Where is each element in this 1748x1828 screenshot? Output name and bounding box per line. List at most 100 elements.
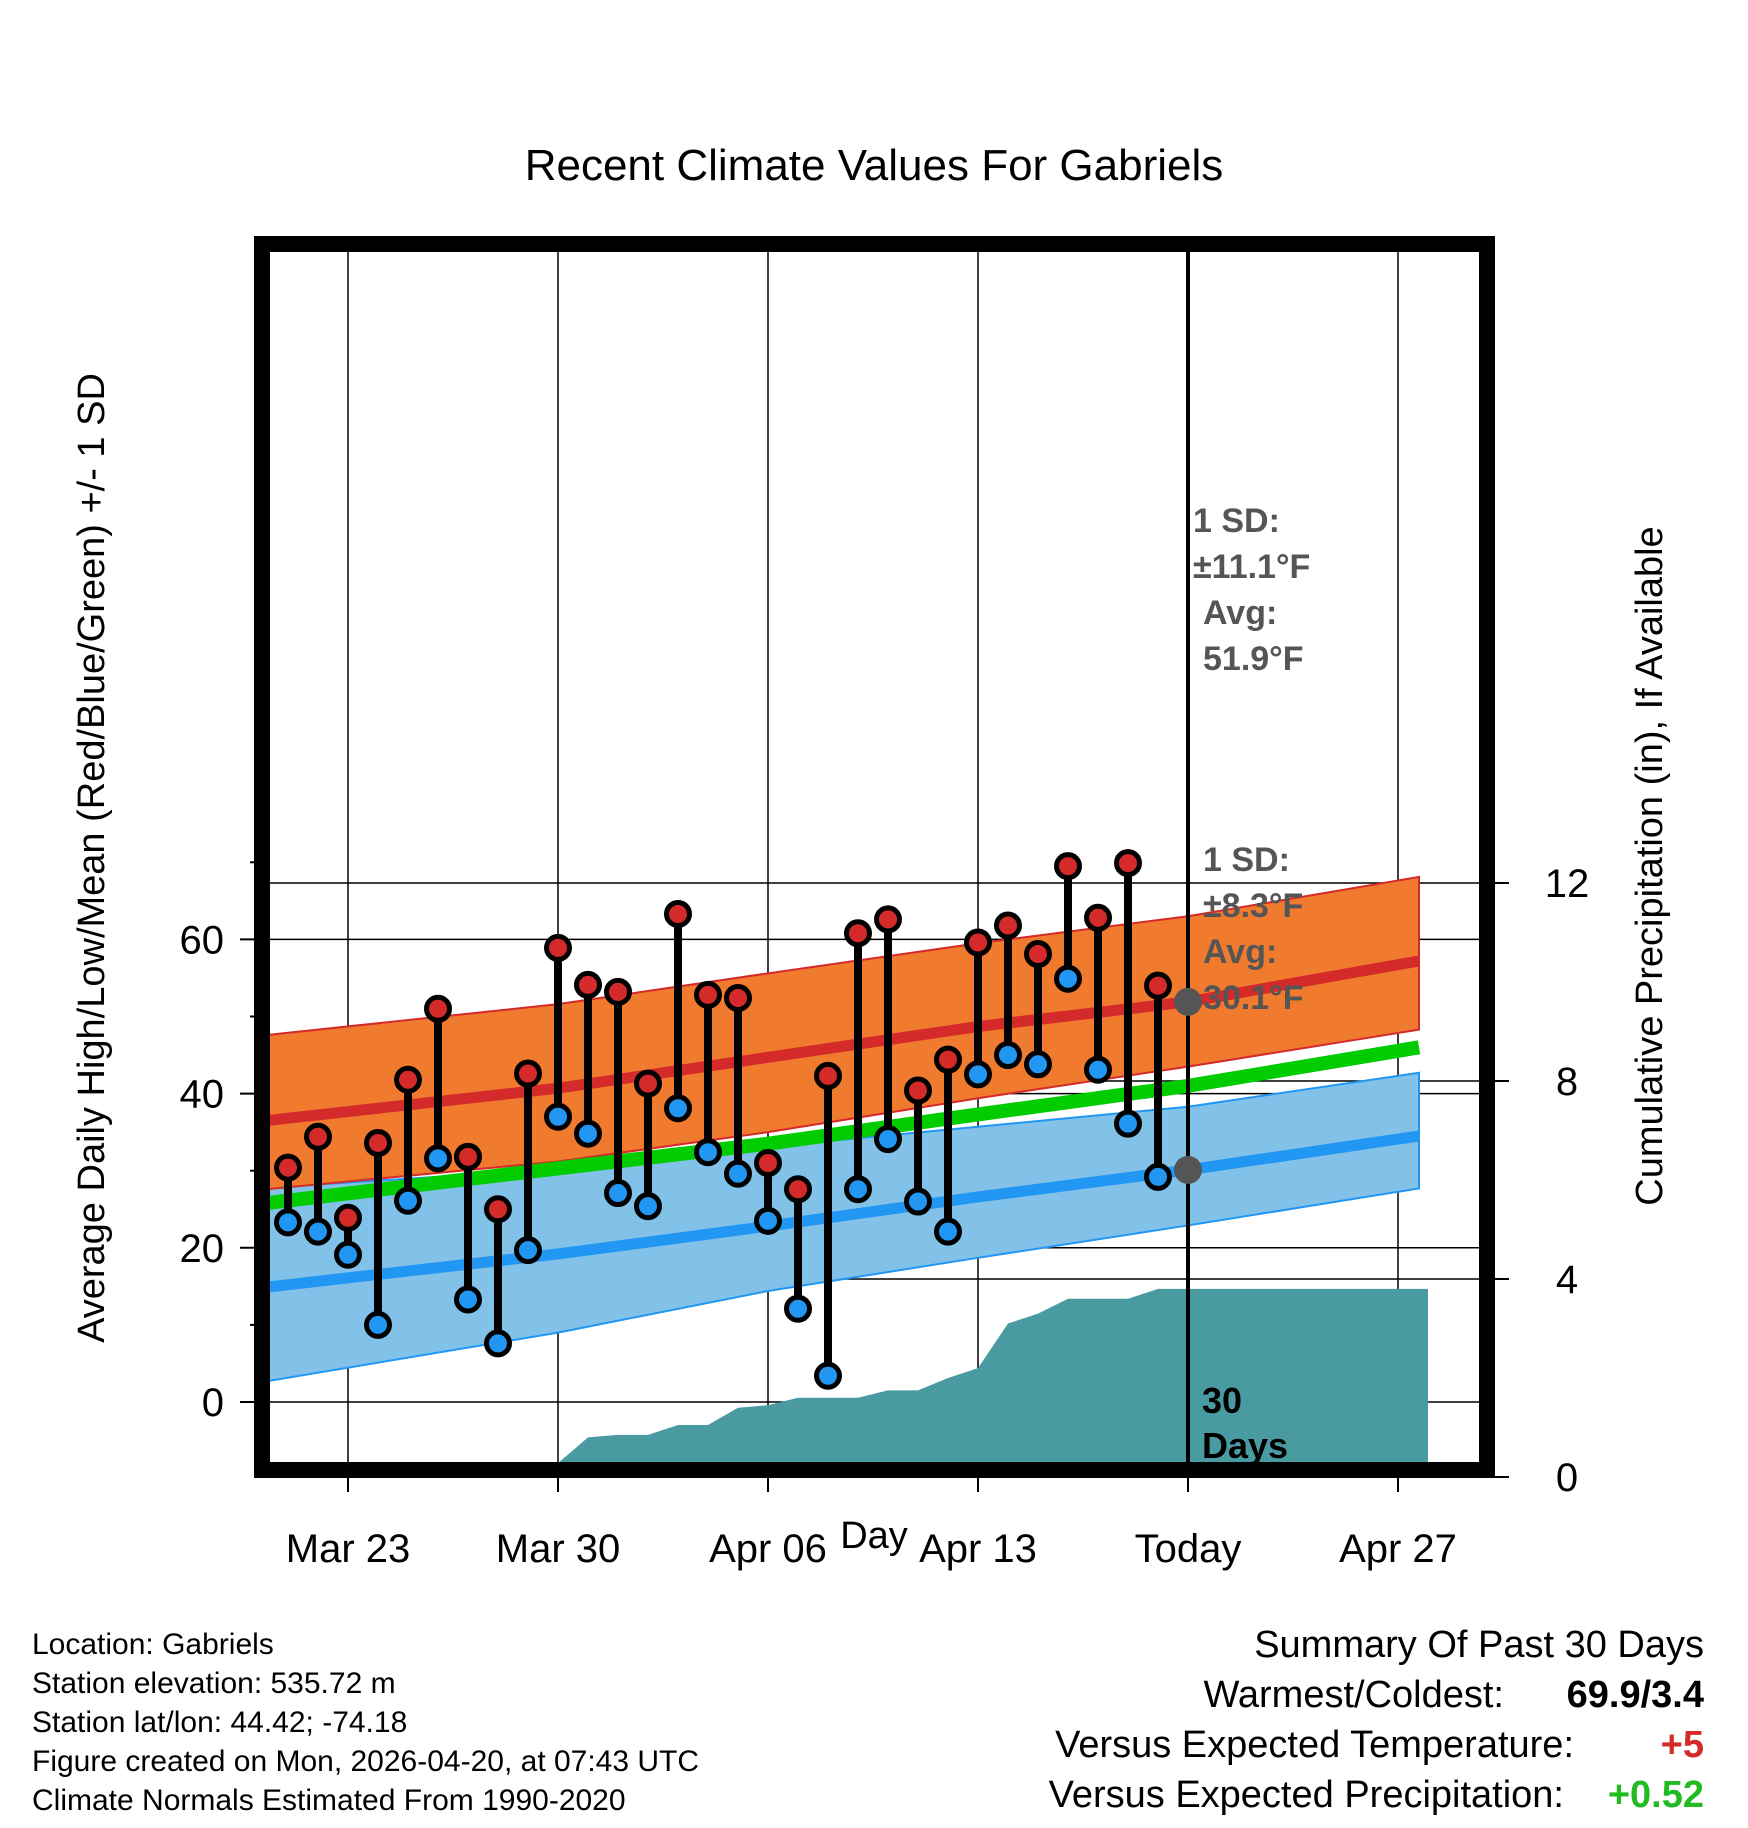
mean-normal-line <box>266 1040 1421 1211</box>
daily-low-point <box>694 1138 722 1167</box>
daily-high-point <box>904 1076 932 1105</box>
daily-high-point <box>994 911 1022 940</box>
temp-value: +5 <box>1660 1724 1704 1766</box>
daily-high-point <box>1114 849 1142 878</box>
x-tick-label: Apr 06 <box>709 1527 827 1571</box>
daily-high-point <box>814 1061 842 1090</box>
y2-tick-label: 4 <box>1556 1258 1578 1302</box>
low-avg-value: 30.1°F <box>1203 979 1304 1017</box>
daily-low-point <box>754 1206 782 1235</box>
daily-low-point <box>994 1041 1022 1070</box>
daily-high-point <box>724 983 752 1012</box>
daily-high-point <box>634 1069 662 1098</box>
daily-high-point <box>424 994 452 1023</box>
daily-low-point <box>1114 1109 1142 1138</box>
precip-label: Versus Expected Precipitation: <box>1048 1774 1564 1816</box>
y2-tick-label: 12 <box>1545 862 1590 906</box>
plot-frame <box>254 236 1495 1478</box>
daily-low-point <box>664 1094 692 1123</box>
daily-high-point <box>784 1175 812 1204</box>
summary-panel: Summary Of Past 30 Days Warmest/Coldest:… <box>804 1620 1704 1820</box>
daily-low-point <box>634 1192 662 1221</box>
daily-low-point <box>274 1208 302 1237</box>
daily-low-point <box>574 1119 602 1148</box>
daily-low-point <box>724 1159 752 1188</box>
daily-high-point <box>544 933 572 962</box>
daily-high-point <box>514 1059 542 1088</box>
daily-low-point <box>424 1144 452 1173</box>
daily-high-point <box>394 1065 422 1094</box>
daily-low-point <box>514 1236 542 1265</box>
x-axis-label: Day <box>840 1515 908 1557</box>
chart-title: Recent Climate Values For Gabriels <box>525 141 1224 190</box>
daily-high-point <box>844 919 872 948</box>
y-tick-label: 60 <box>180 918 225 962</box>
daily-low-point <box>604 1179 632 1208</box>
normals-text: Climate Normals Estimated From 1990-2020 <box>32 1784 626 1817</box>
high-avg-value: 51.9°F <box>1203 640 1304 678</box>
daily-high-point <box>664 899 692 928</box>
warmest-label: Warmest/Coldest: <box>1203 1674 1504 1716</box>
y2-tick-label: 8 <box>1556 1060 1578 1104</box>
daily-high-point <box>934 1045 962 1074</box>
station-info: Location: Gabriels Station elevation: 53… <box>32 1625 699 1820</box>
daily-high-point <box>454 1142 482 1171</box>
daily-high-point <box>1024 940 1052 969</box>
low-normal-line <box>266 1130 1420 1293</box>
precip-row: Versus Expected Precipitation: +0.52 <box>804 1770 1704 1820</box>
daily-low-point <box>1084 1055 1112 1084</box>
climate-chart: Recent Climate Values For Gabriels 1 SD:… <box>71 141 1671 1571</box>
x-tick-label: Mar 30 <box>496 1527 621 1571</box>
days-count-word: Days <box>1202 1425 1288 1466</box>
precip-area <box>416 1288 1428 1470</box>
daily-high-point <box>964 928 992 957</box>
latlon-text: Station lat/lon: 44.42; -74.18 <box>32 1706 408 1739</box>
y2-axis-label: Cumulative Precipitation (in), If Availa… <box>1629 526 1671 1205</box>
daily-high-point <box>1054 852 1082 881</box>
y-tick-label: 0 <box>202 1381 224 1425</box>
daily-low-point <box>784 1294 812 1323</box>
daily-high-point <box>694 980 722 1009</box>
high-sd-label: 1 SD: <box>1193 502 1280 540</box>
plot-area: 1 SD: ±11.1°F Avg: 51.9°F 1 SD: ±8.3°F Avg: 30.… <box>262 244 1487 1470</box>
daily-high-point <box>874 905 902 934</box>
daily-low-point <box>454 1285 482 1314</box>
daily-high-point <box>364 1128 392 1157</box>
y-tick-label: 40 <box>180 1073 225 1117</box>
daily-high-point <box>334 1203 362 1232</box>
axes: 0 20 40 60 0 4 8 12 Mar 23 Mar 30 Apr 06 Apr 13 Toda… <box>180 236 1590 1571</box>
daily-low-point <box>304 1217 332 1246</box>
daily-high-point <box>484 1195 512 1224</box>
elevation-text: Station elevation: 535.72 m <box>32 1667 396 1700</box>
temp-label: Versus Expected Temperature: <box>1055 1724 1574 1766</box>
daily-low-point <box>964 1060 992 1089</box>
y2-tick-label: 0 <box>1556 1456 1578 1500</box>
location-text: Location: Gabriels <box>32 1628 274 1661</box>
precip-value: +0.52 <box>1607 1774 1704 1816</box>
daily-low-point <box>904 1187 932 1216</box>
daily-low-point <box>1024 1050 1052 1079</box>
x-tick-label: Apr 27 <box>1339 1527 1457 1571</box>
high-sd-value: ±11.1°F <box>1193 548 1310 586</box>
daily-low-point <box>844 1175 872 1204</box>
daily-low-point <box>394 1186 422 1215</box>
daily-low-point <box>874 1125 902 1154</box>
daily-low-point <box>934 1217 962 1246</box>
low-sd-value: ±8.3°F <box>1203 887 1303 925</box>
daily-high-point <box>604 977 632 1006</box>
x-tick-label: Mar 23 <box>286 1527 411 1571</box>
daily-high-point <box>1144 971 1172 1000</box>
daily-low-point <box>1054 964 1082 993</box>
high-avg-label: Avg: <box>1203 594 1277 632</box>
plot-content: 1 SD: ±11.1°F Avg: 51.9°F 1 SD: ±8.3°F Avg: 30.… <box>262 244 1487 1470</box>
high-normal-line <box>266 955 1420 1127</box>
daily-low-point <box>484 1329 512 1358</box>
low-avg-label: Avg: <box>1203 933 1277 971</box>
warmest-row: Warmest/Coldest: 69.9/3.4 <box>804 1670 1704 1720</box>
created-text: Figure created on Mon, 2026-04-20, at 07… <box>32 1745 700 1778</box>
daily-low-point <box>544 1102 572 1131</box>
daily-low-point <box>364 1310 392 1339</box>
daily-low-point <box>814 1361 842 1390</box>
warmest-value: 69.9/3.4 <box>1566 1674 1704 1716</box>
today-low-avg-marker <box>1174 1155 1202 1184</box>
